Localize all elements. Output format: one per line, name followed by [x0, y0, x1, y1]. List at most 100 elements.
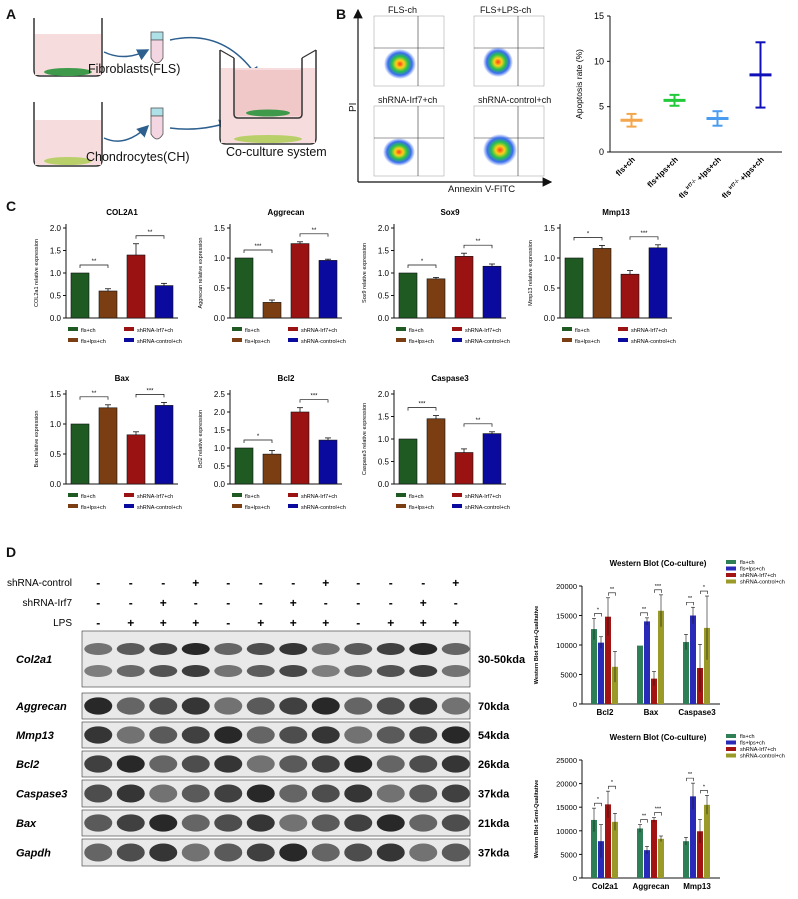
legend-swatch [232, 327, 242, 331]
wb-chart-bar [637, 828, 643, 878]
wb-band [214, 843, 243, 862]
wb-sign: + [290, 596, 297, 610]
wb-band [409, 814, 438, 832]
wb-band [376, 814, 405, 832]
wb-band [181, 665, 210, 677]
legend-label: shRNA-control+ch [631, 339, 676, 345]
legend-label: fls+ch [245, 494, 260, 500]
wb-band [246, 643, 275, 655]
chart-tick-label: 0.0 [214, 480, 226, 489]
wb-sign: + [452, 576, 459, 590]
chart-tick-label: 0.5 [214, 462, 226, 471]
wb-band [116, 784, 145, 803]
chart-title: Bax [115, 374, 130, 383]
wb-chart-bar [658, 838, 664, 878]
wb-band [344, 755, 373, 773]
panel-label-b: B [336, 6, 347, 22]
wb-chart-bar [683, 642, 689, 704]
wb-sign: + [452, 616, 459, 630]
legend-swatch [452, 493, 462, 497]
apoptosis-tick-label: 5 [599, 102, 604, 112]
wb-band [181, 784, 210, 803]
wb-band [311, 843, 340, 862]
wb-band [376, 643, 405, 655]
wb-sign: - [356, 616, 360, 630]
wb-row-label: shRNA-Irf7 [23, 598, 73, 609]
wb-size-label: 37kda [478, 848, 510, 860]
bax-chart: Bax 0.0 0.5 1.0 1.5 Bax relative expression **… [34, 374, 182, 511]
wb-band [84, 697, 113, 715]
panel-label-d: D [6, 544, 17, 560]
flow-title-1: FLS-ch [388, 5, 418, 15]
wb-chart-tick-label: 5000 [560, 671, 577, 680]
wb-band [246, 726, 275, 744]
chart-tick-label: 2.0 [378, 390, 390, 399]
wb-band [279, 755, 308, 773]
chart-bar [70, 423, 90, 485]
wb-band [409, 665, 438, 677]
wb-band [311, 726, 340, 744]
wb-band [344, 784, 373, 803]
wb-chart-title: Western Blot (Co-culture) [610, 733, 707, 742]
wb-chart-sig-label: * [703, 784, 706, 790]
wb-sign: - [389, 596, 393, 610]
chart-bar [592, 248, 612, 319]
wb-band [181, 843, 210, 862]
chart-tick-label: 1.0 [378, 435, 390, 444]
chart-tick-label: 2.0 [214, 408, 226, 417]
chart-sig-label: * [587, 231, 590, 237]
wb-band [279, 814, 308, 832]
flow-x-label: Annexin V-FITC [448, 184, 516, 195]
wb-band [376, 784, 405, 803]
wb-chart-tick-label: 20000 [556, 780, 577, 789]
wb-chart-ylabel: Western Blot Semi-Qualitative [534, 606, 540, 684]
wb-legend-label: shRNA-Irf7+ch [740, 747, 776, 753]
wb-sign: + [192, 616, 199, 630]
wb-legend-swatch [726, 566, 736, 571]
wb-band [181, 726, 210, 744]
chart-sig-label: *** [418, 402, 426, 408]
wb-chart-tick-label: 15000 [556, 612, 577, 621]
chart-ylabel: Bcl2 relative expression [198, 410, 204, 468]
chart-tick-label: 1.0 [214, 444, 226, 453]
wb-chart-cat-label: Aggrecan [633, 882, 670, 891]
wb-sign: - [226, 596, 230, 610]
legend-label: fls+ch [409, 494, 424, 500]
wb-band [214, 755, 243, 773]
chart-sig-bracket [463, 423, 493, 427]
chart-tick-label: 1.5 [214, 224, 226, 233]
legend-label: shRNA-control+ch [137, 505, 182, 511]
wb-band [344, 814, 373, 832]
legend-swatch [396, 504, 406, 508]
wb-band [279, 784, 308, 803]
wb-sign: - [129, 576, 133, 590]
chart-title: Mmp13 [602, 208, 630, 217]
chart-bar [454, 256, 474, 319]
wb-chart-bar [704, 627, 710, 704]
chart-sig-bracket [79, 396, 109, 400]
wb-band [214, 643, 243, 655]
wb-band [116, 726, 145, 744]
chart-sig-bracket [299, 399, 329, 403]
wb-band [279, 726, 308, 744]
wb-band [409, 643, 438, 655]
apoptosis-tick-label: 15 [594, 11, 604, 21]
flow-plot-1 [373, 15, 445, 87]
wb-band [311, 755, 340, 773]
wb-chart-sig-bracket [594, 802, 602, 807]
wb-chart-sig-bracket [686, 601, 694, 606]
wb-band [409, 843, 438, 862]
wb-chart-sig-bracket [594, 613, 602, 617]
legend-swatch [68, 504, 78, 508]
wb-chart-tick-label: 0 [573, 874, 577, 883]
chart-bar [426, 278, 446, 319]
wb-band [149, 814, 178, 832]
panel-label-c: C [6, 198, 17, 214]
chart-bar [70, 272, 90, 319]
wb-chart-bar [644, 621, 650, 704]
wb-band [441, 843, 470, 862]
flow-title-2: FLS+LPS-ch [480, 5, 532, 15]
wb-band [116, 665, 145, 677]
panel-label-a: A [6, 6, 17, 22]
wb-band [441, 726, 470, 744]
